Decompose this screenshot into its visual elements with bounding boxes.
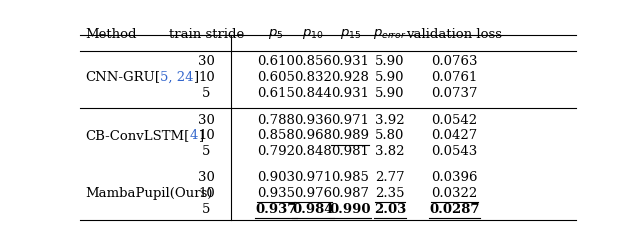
Text: 5.90: 5.90 bbox=[375, 55, 404, 68]
Text: 0.968: 0.968 bbox=[294, 129, 332, 142]
Text: 2.35: 2.35 bbox=[375, 187, 404, 200]
Text: 10: 10 bbox=[198, 71, 215, 84]
Text: train stride: train stride bbox=[169, 28, 244, 41]
Text: 0.971: 0.971 bbox=[294, 171, 332, 184]
Text: 5, 24: 5, 24 bbox=[160, 71, 193, 84]
Text: 0.937: 0.937 bbox=[255, 203, 296, 216]
Text: MambaPupil(Ours): MambaPupil(Ours) bbox=[85, 187, 212, 200]
Text: 30: 30 bbox=[198, 114, 215, 127]
Text: Method: Method bbox=[85, 28, 136, 41]
Text: 0.0322: 0.0322 bbox=[431, 187, 477, 200]
Text: 0.844: 0.844 bbox=[294, 87, 332, 99]
Text: 3.82: 3.82 bbox=[375, 145, 404, 158]
Text: 0.848: 0.848 bbox=[294, 145, 332, 158]
Text: 0.985: 0.985 bbox=[332, 171, 369, 184]
Text: 4: 4 bbox=[189, 129, 198, 142]
Text: 0.856: 0.856 bbox=[294, 55, 332, 68]
Text: 0.928: 0.928 bbox=[332, 71, 369, 84]
Text: 0.615: 0.615 bbox=[257, 87, 295, 99]
Text: 0.0761: 0.0761 bbox=[431, 71, 477, 84]
Text: 0.990: 0.990 bbox=[330, 203, 371, 216]
Text: 0.832: 0.832 bbox=[294, 71, 332, 84]
Text: 3.92: 3.92 bbox=[375, 114, 405, 127]
Text: 5.80: 5.80 bbox=[375, 129, 404, 142]
Text: 0.0542: 0.0542 bbox=[431, 114, 477, 127]
Text: 0.792: 0.792 bbox=[257, 145, 295, 158]
Text: 0.931: 0.931 bbox=[332, 87, 369, 99]
Text: 0.610: 0.610 bbox=[257, 55, 295, 68]
Text: 0.0543: 0.0543 bbox=[431, 145, 477, 158]
Text: 2.03: 2.03 bbox=[374, 203, 406, 216]
Text: 0.987: 0.987 bbox=[332, 187, 369, 200]
Text: 30: 30 bbox=[198, 171, 215, 184]
Text: 0.903: 0.903 bbox=[257, 171, 295, 184]
Text: $p_{10}$: $p_{10}$ bbox=[302, 27, 324, 41]
Text: CB-ConvLSTM[: CB-ConvLSTM[ bbox=[85, 129, 189, 142]
Text: ]: ] bbox=[198, 129, 203, 142]
Text: 0.0763: 0.0763 bbox=[431, 55, 477, 68]
Text: $p_{error}$: $p_{error}$ bbox=[373, 27, 407, 41]
Text: 0.0427: 0.0427 bbox=[431, 129, 477, 142]
Text: 10: 10 bbox=[198, 129, 215, 142]
Text: 5.90: 5.90 bbox=[375, 71, 404, 84]
Text: 0.931: 0.931 bbox=[332, 55, 369, 68]
Text: 30: 30 bbox=[198, 55, 215, 68]
Text: 0.0737: 0.0737 bbox=[431, 87, 477, 99]
Text: 0.976: 0.976 bbox=[294, 187, 332, 200]
Text: 5: 5 bbox=[202, 203, 211, 216]
Text: $p_{15}$: $p_{15}$ bbox=[340, 27, 361, 41]
Text: 0.989: 0.989 bbox=[332, 129, 369, 142]
Text: 5.90: 5.90 bbox=[375, 87, 404, 99]
Text: 0.984: 0.984 bbox=[292, 203, 334, 216]
Text: validation loss: validation loss bbox=[406, 28, 502, 41]
Text: 5: 5 bbox=[202, 87, 211, 99]
Text: 0.936: 0.936 bbox=[294, 114, 332, 127]
Text: 0.788: 0.788 bbox=[257, 114, 295, 127]
Text: 2.77: 2.77 bbox=[375, 171, 405, 184]
Text: 0.605: 0.605 bbox=[257, 71, 295, 84]
Text: 0.971: 0.971 bbox=[332, 114, 369, 127]
Text: 0.935: 0.935 bbox=[257, 187, 295, 200]
Text: CNN-GRU[: CNN-GRU[ bbox=[85, 71, 160, 84]
Text: 0.0396: 0.0396 bbox=[431, 171, 477, 184]
Text: 0.858: 0.858 bbox=[257, 129, 295, 142]
Text: 10: 10 bbox=[198, 187, 215, 200]
Text: $p_5$: $p_5$ bbox=[268, 27, 284, 41]
Text: 0.0287: 0.0287 bbox=[429, 203, 480, 216]
Text: ]: ] bbox=[193, 71, 198, 84]
Text: 0.981: 0.981 bbox=[332, 145, 369, 158]
Text: 5: 5 bbox=[202, 145, 211, 158]
